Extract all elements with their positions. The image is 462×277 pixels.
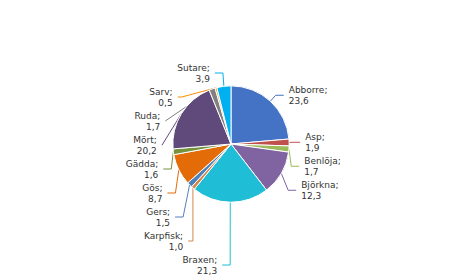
svg-text:Benlöja;: Benlöja; xyxy=(304,156,340,166)
svg-text:Braxen;: Braxen; xyxy=(182,255,217,265)
svg-text:12,3: 12,3 xyxy=(301,191,321,201)
svg-text:1,7: 1,7 xyxy=(304,167,318,177)
svg-text:Mört;: Mört; xyxy=(133,135,157,145)
svg-text:1,5: 1,5 xyxy=(156,218,170,228)
svg-text:1,7: 1,7 xyxy=(146,122,160,132)
svg-text:Asp;: Asp; xyxy=(305,132,325,142)
svg-text:Sutare;: Sutare; xyxy=(177,63,210,73)
svg-text:Sarv;: Sarv; xyxy=(149,87,172,97)
svg-text:Gös;: Gös; xyxy=(142,183,162,193)
svg-text:Karpfisk;: Karpfisk; xyxy=(144,231,183,241)
svg-text:3,9: 3,9 xyxy=(196,74,211,84)
svg-text:1,9: 1,9 xyxy=(305,143,320,153)
svg-text:23,6: 23,6 xyxy=(289,96,309,106)
svg-text:20,2: 20,2 xyxy=(137,146,157,156)
svg-text:Ruda;: Ruda; xyxy=(134,111,160,121)
svg-text:Björkna;: Björkna; xyxy=(301,180,338,190)
svg-text:8,7: 8,7 xyxy=(148,194,162,204)
svg-text:21,3: 21,3 xyxy=(197,266,217,276)
svg-text:Gädda;: Gädda; xyxy=(126,159,158,169)
svg-text:1,0: 1,0 xyxy=(169,242,184,252)
svg-text:1,6: 1,6 xyxy=(144,170,159,180)
svg-text:0,5: 0,5 xyxy=(158,98,172,108)
svg-text:Abborre;: Abborre; xyxy=(289,85,328,95)
svg-text:Gers;: Gers; xyxy=(146,207,170,217)
